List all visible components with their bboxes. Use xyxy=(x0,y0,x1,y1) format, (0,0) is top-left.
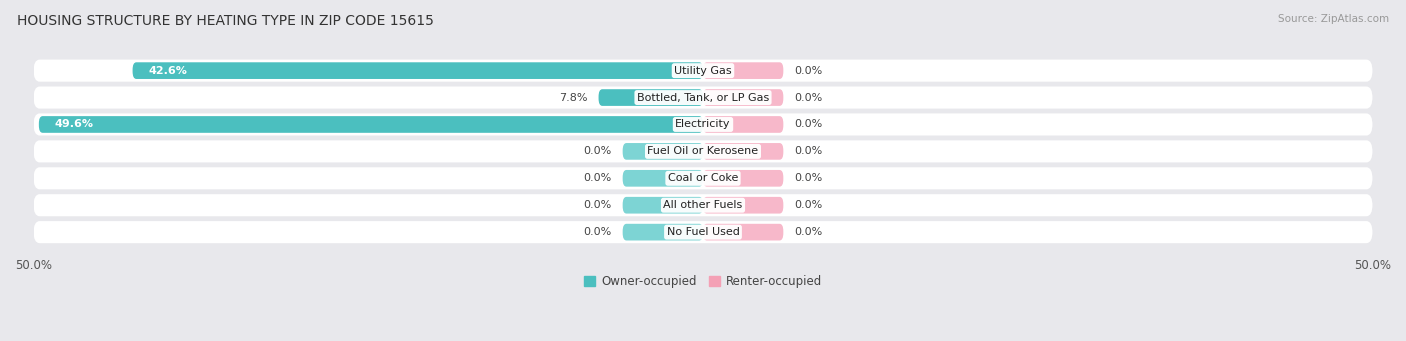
FancyBboxPatch shape xyxy=(39,116,703,133)
FancyBboxPatch shape xyxy=(34,167,1372,189)
Text: 0.0%: 0.0% xyxy=(794,173,823,183)
Text: 0.0%: 0.0% xyxy=(794,200,823,210)
FancyBboxPatch shape xyxy=(623,197,703,213)
Text: No Fuel Used: No Fuel Used xyxy=(666,227,740,237)
FancyBboxPatch shape xyxy=(34,60,1372,82)
Text: Bottled, Tank, or LP Gas: Bottled, Tank, or LP Gas xyxy=(637,92,769,103)
FancyBboxPatch shape xyxy=(623,170,703,187)
FancyBboxPatch shape xyxy=(34,140,1372,162)
Text: 0.0%: 0.0% xyxy=(583,173,612,183)
Text: Source: ZipAtlas.com: Source: ZipAtlas.com xyxy=(1278,14,1389,24)
Text: 7.8%: 7.8% xyxy=(560,92,588,103)
Text: 0.0%: 0.0% xyxy=(794,146,823,157)
Text: 0.0%: 0.0% xyxy=(583,200,612,210)
Text: 0.0%: 0.0% xyxy=(794,119,823,130)
FancyBboxPatch shape xyxy=(132,62,703,79)
Text: HOUSING STRUCTURE BY HEATING TYPE IN ZIP CODE 15615: HOUSING STRUCTURE BY HEATING TYPE IN ZIP… xyxy=(17,14,433,28)
FancyBboxPatch shape xyxy=(623,143,703,160)
FancyBboxPatch shape xyxy=(34,194,1372,216)
Text: 0.0%: 0.0% xyxy=(794,92,823,103)
Text: Fuel Oil or Kerosene: Fuel Oil or Kerosene xyxy=(647,146,759,157)
Text: Electricity: Electricity xyxy=(675,119,731,130)
FancyBboxPatch shape xyxy=(703,197,783,213)
Text: 0.0%: 0.0% xyxy=(794,227,823,237)
Text: 49.6%: 49.6% xyxy=(55,119,94,130)
FancyBboxPatch shape xyxy=(703,116,783,133)
FancyBboxPatch shape xyxy=(703,170,783,187)
Text: All other Fuels: All other Fuels xyxy=(664,200,742,210)
FancyBboxPatch shape xyxy=(599,89,703,106)
FancyBboxPatch shape xyxy=(703,89,783,106)
FancyBboxPatch shape xyxy=(703,143,783,160)
FancyBboxPatch shape xyxy=(34,221,1372,243)
FancyBboxPatch shape xyxy=(34,114,1372,135)
FancyBboxPatch shape xyxy=(703,62,783,79)
FancyBboxPatch shape xyxy=(34,87,1372,108)
Text: Utility Gas: Utility Gas xyxy=(675,65,731,76)
Text: 42.6%: 42.6% xyxy=(149,65,187,76)
FancyBboxPatch shape xyxy=(703,224,783,240)
Text: 0.0%: 0.0% xyxy=(583,227,612,237)
Text: 0.0%: 0.0% xyxy=(583,146,612,157)
Text: 0.0%: 0.0% xyxy=(794,65,823,76)
Text: Coal or Coke: Coal or Coke xyxy=(668,173,738,183)
Legend: Owner-occupied, Renter-occupied: Owner-occupied, Renter-occupied xyxy=(579,270,827,293)
FancyBboxPatch shape xyxy=(623,224,703,240)
